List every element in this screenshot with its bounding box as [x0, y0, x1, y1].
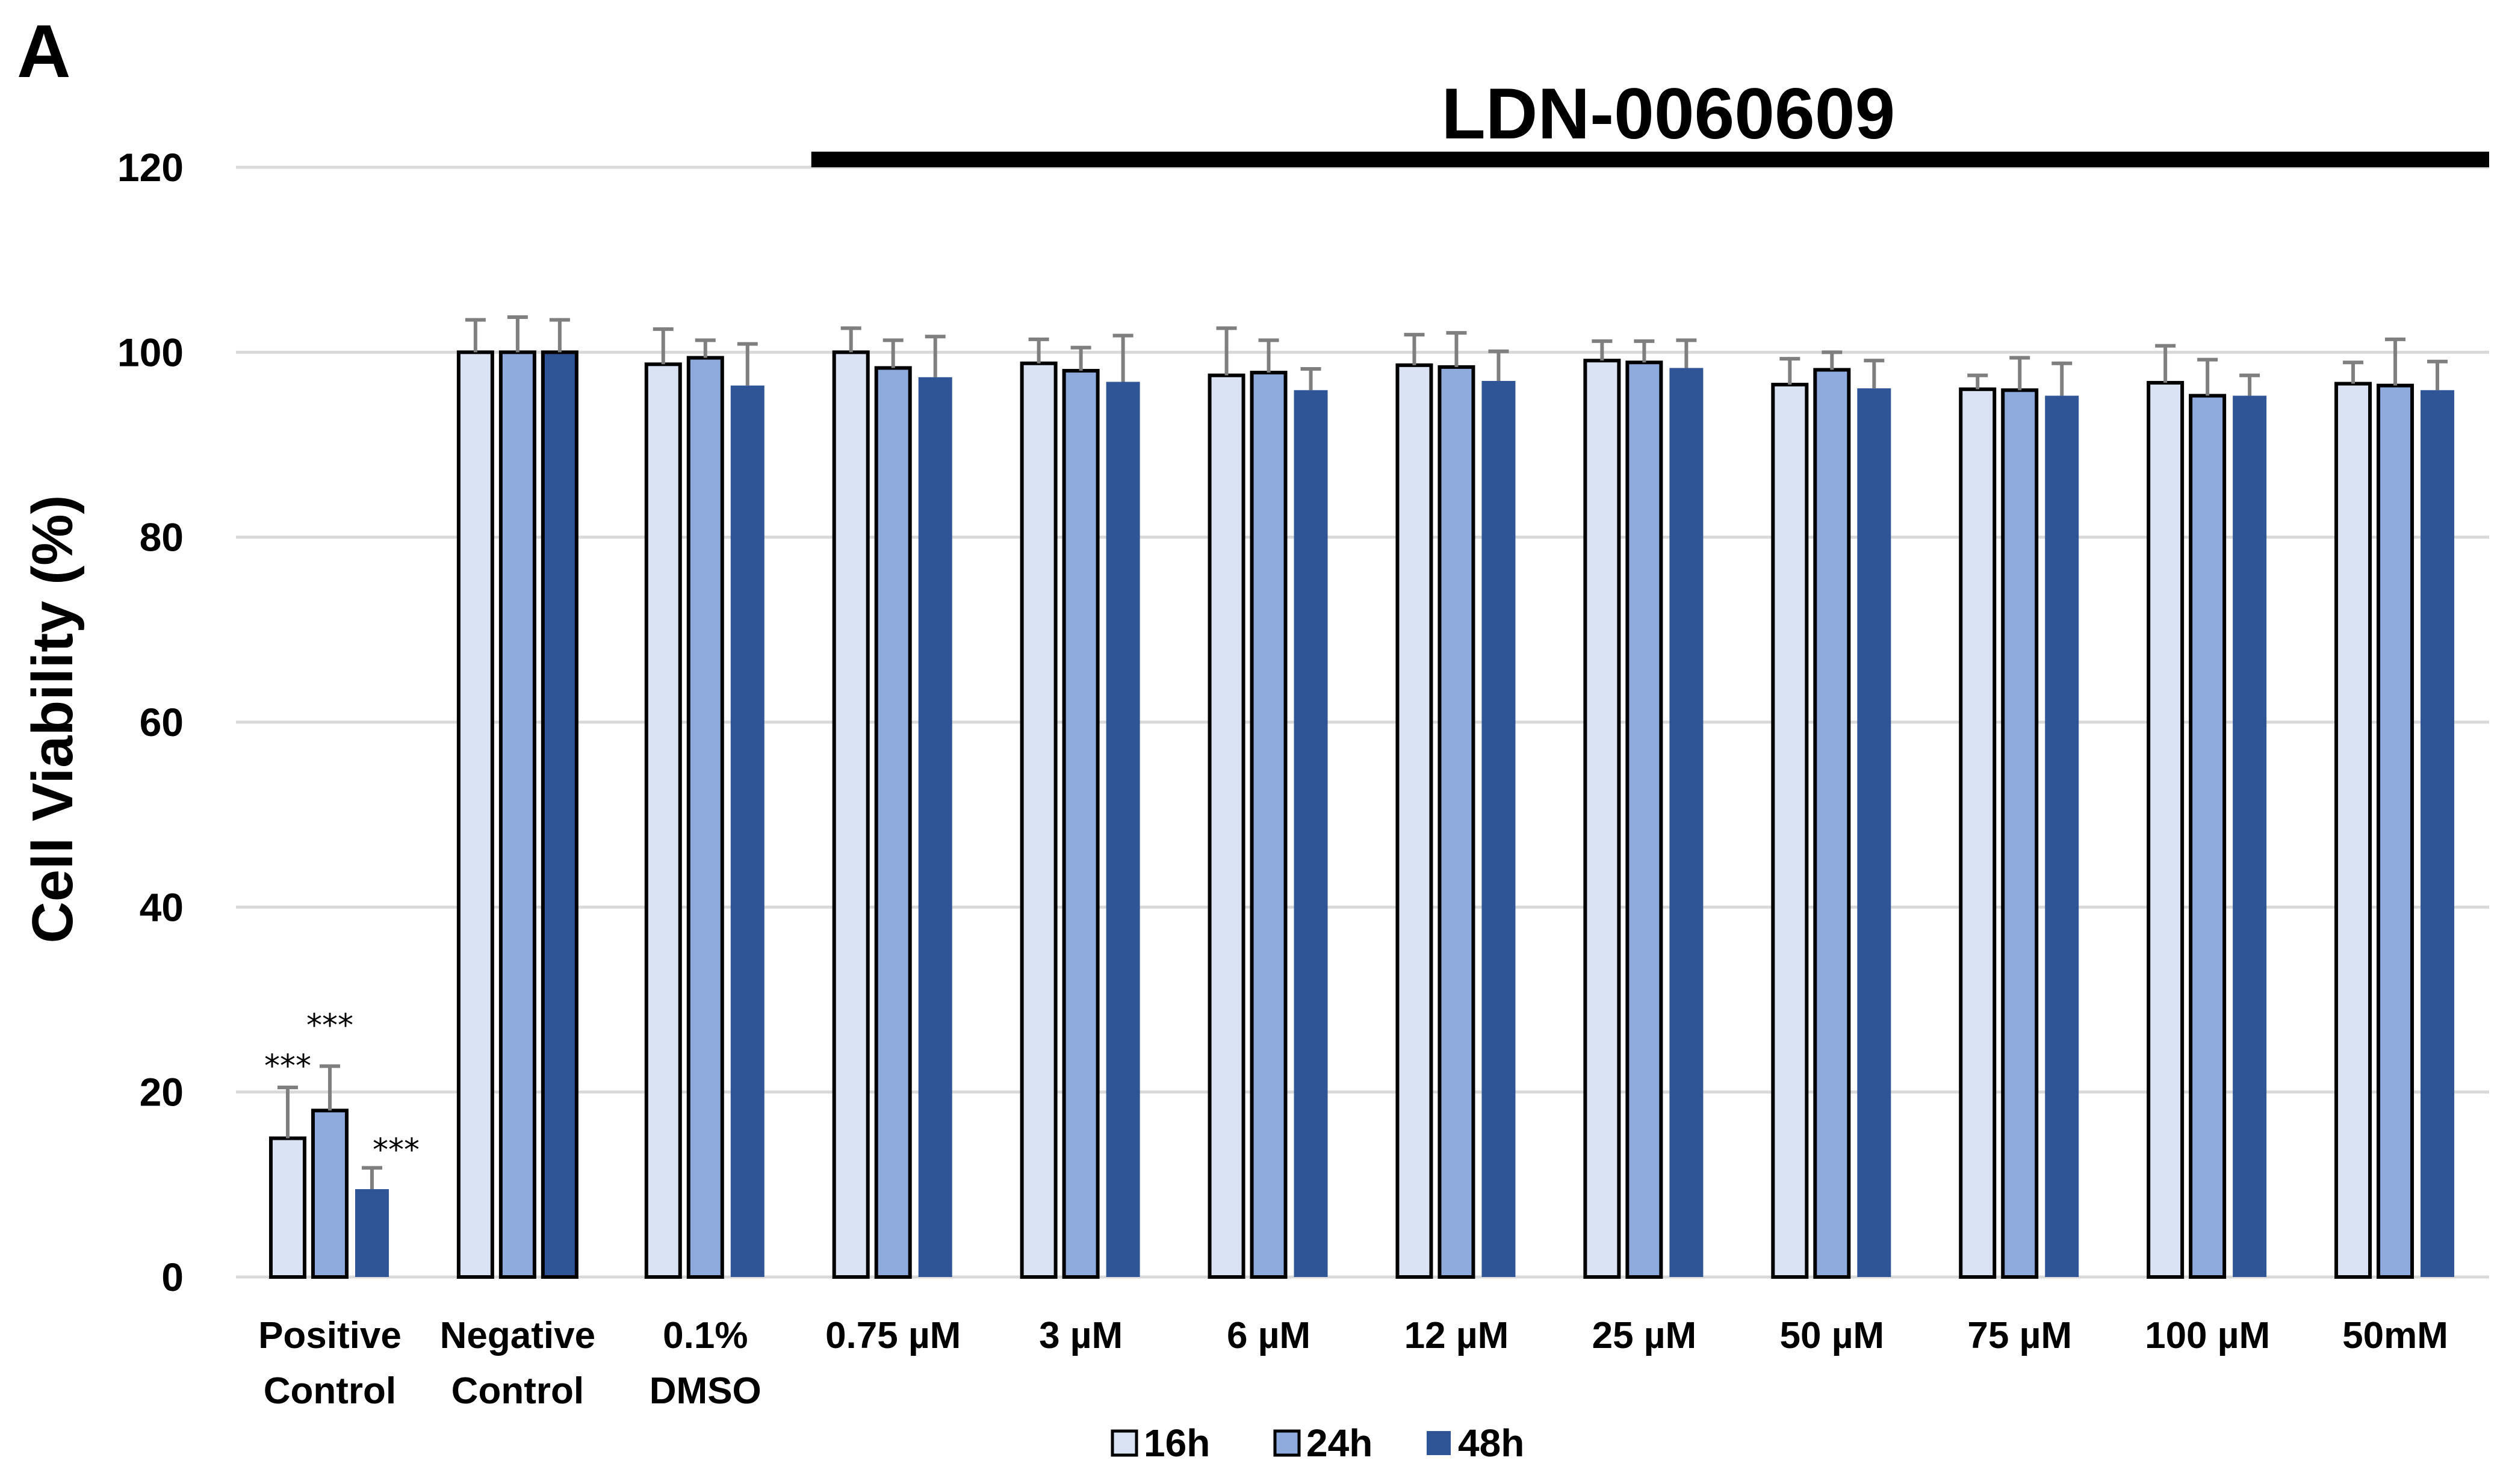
significance-marker: ***: [264, 1048, 311, 1084]
bar-48h-8: [1857, 388, 1891, 1277]
y-tick-label: 60: [140, 700, 184, 744]
bracket-label: LDN-0060609: [1442, 73, 1896, 154]
bars: [268, 350, 2455, 1279]
x-category-label: 0.75 µM: [825, 1315, 961, 1356]
x-category-label: 0.1%: [663, 1315, 748, 1356]
bar-24h-9: [2001, 388, 2039, 1279]
bar-16h-4: [1020, 361, 1058, 1279]
x-category-label: DMSO: [650, 1370, 761, 1412]
bar-48h-6: [1481, 380, 1516, 1277]
bar-16h-8: [1771, 383, 1809, 1279]
bar-48h-4: [1106, 382, 1140, 1278]
bar-48h-1: [541, 350, 578, 1279]
bar-24h-2: [686, 356, 724, 1279]
bar-24h-5: [1250, 371, 1288, 1279]
x-category-label: 3 µM: [1039, 1315, 1123, 1356]
gridlines: [236, 165, 2489, 1279]
bar-16h-0: [268, 1136, 306, 1279]
x-category-label: 50mM: [2342, 1315, 2448, 1356]
bar-24h-8: [1813, 368, 1851, 1279]
legend: 16h 24h 48h: [1111, 1421, 1524, 1465]
legend-swatch-16h: [1111, 1429, 1138, 1457]
legend-swatch-48h: [1427, 1431, 1451, 1455]
y-tick-label: 120: [117, 145, 184, 190]
significance-marker: ***: [306, 1008, 353, 1044]
y-tick-label: 0: [161, 1255, 184, 1299]
x-category-label: Negative: [440, 1315, 595, 1356]
bar-16h-3: [832, 350, 870, 1279]
bar-16h-10: [2147, 381, 2185, 1279]
legend-label-48h: 48h: [1458, 1421, 1524, 1465]
bar-48h-7: [1669, 368, 1704, 1277]
bar-48h-9: [2045, 395, 2079, 1277]
bar-16h-11: [2334, 382, 2372, 1279]
x-category-label: Positive: [258, 1315, 402, 1356]
bar-48h-11: [2421, 390, 2455, 1277]
legend-label-16h: 16h: [1144, 1421, 1210, 1465]
x-category-label: Control: [451, 1370, 584, 1412]
significance-markers: *** *** ***: [264, 1008, 420, 1169]
bar-24h-1: [498, 350, 536, 1279]
bar-24h-11: [2377, 383, 2414, 1279]
bar-24h-3: [874, 366, 912, 1279]
x-category-label: 6 µM: [1227, 1315, 1310, 1356]
x-category-label: 100 µM: [2145, 1315, 2270, 1356]
bar-48h-2: [730, 385, 764, 1277]
error-bars: [277, 315, 2448, 1190]
bar-24h-7: [1625, 360, 1663, 1279]
bar-48h-3: [918, 377, 952, 1278]
bar-48h-0: [355, 1189, 389, 1277]
x-category-label: 50 µM: [1780, 1315, 1885, 1356]
x-category-label: 75 µM: [1967, 1315, 2072, 1356]
bar-24h-4: [1062, 369, 1100, 1279]
bar-24h-10: [2189, 394, 2227, 1279]
y-axis-label: Cell Viability (%): [20, 495, 85, 943]
bar-48h-10: [2233, 395, 2267, 1277]
bar-16h-9: [1959, 387, 1997, 1279]
x-axis-categories: Positive Control Negative Control 0.1% DMSO 0.…: [258, 1315, 2448, 1412]
bar-16h-2: [644, 362, 682, 1279]
legend-swatch-24h: [1273, 1429, 1301, 1457]
drug-bracket: LDN-0060609: [811, 73, 2489, 167]
y-tick-label: 20: [140, 1070, 184, 1115]
bar-16h-5: [1208, 373, 1245, 1279]
bar-16h-6: [1395, 363, 1433, 1279]
bar-48h-5: [1294, 390, 1328, 1277]
x-category-label: 12 µM: [1404, 1315, 1509, 1356]
legend-label-24h: 24h: [1306, 1421, 1372, 1465]
panel-label: A: [17, 10, 71, 93]
x-category-label: 25 µM: [1592, 1315, 1697, 1356]
bar-24h-0: [311, 1108, 349, 1279]
y-tick-label: 80: [140, 515, 184, 560]
bar-16h-1: [456, 350, 494, 1279]
y-axis-ticks: 0 20 40 60 80 100 120: [117, 145, 184, 1299]
y-tick-label: 100: [117, 330, 184, 374]
bar-16h-7: [1583, 359, 1621, 1279]
bar-24h-6: [1437, 365, 1475, 1279]
y-tick-label: 40: [140, 885, 184, 929]
x-category-label: Control: [264, 1370, 396, 1412]
significance-marker: ***: [373, 1133, 420, 1169]
